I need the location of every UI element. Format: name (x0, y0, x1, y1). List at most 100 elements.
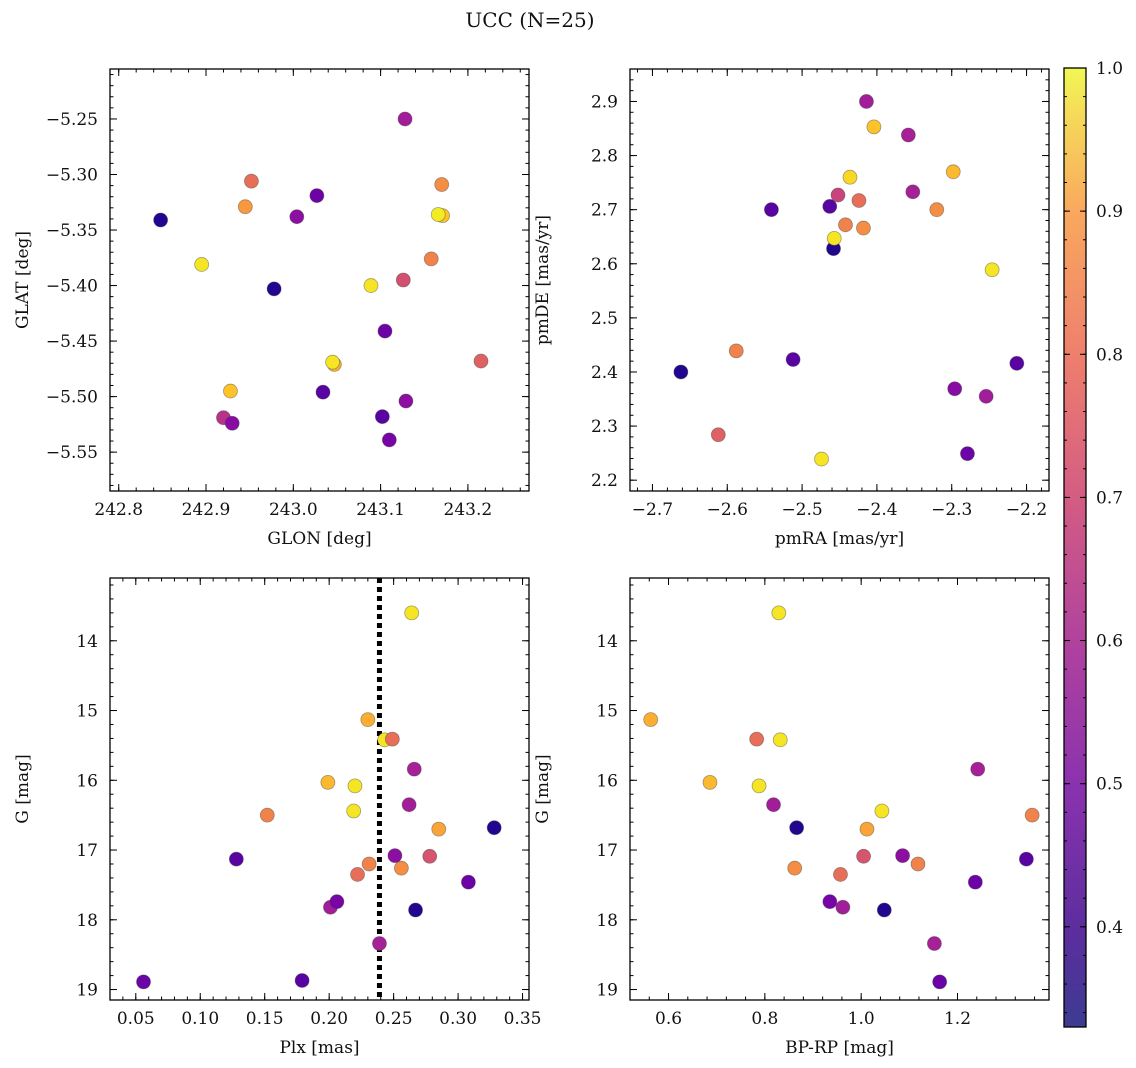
data-point (826, 230, 842, 246)
plot-frame (629, 577, 1050, 1001)
y-tick-label: 17 (76, 841, 98, 861)
x-tick-label: 0.8 (751, 1009, 778, 1029)
data-point (833, 867, 848, 882)
data-point (1009, 355, 1025, 371)
data-point (423, 251, 439, 267)
data-point (395, 272, 411, 288)
data-point (830, 187, 846, 203)
x-axis-label: GLON [deg] (267, 529, 371, 549)
data-point (874, 803, 890, 819)
y-axis-label: GLAT [deg] (13, 231, 33, 329)
plot-frame (109, 577, 530, 1001)
y-tick-label: −5.30 (46, 166, 98, 186)
y-tick-label: 19 (596, 981, 618, 1001)
data-point (822, 199, 838, 214)
y-tick-label: 2.6 (591, 255, 618, 275)
data-point (814, 451, 829, 467)
panel-pmra-pmde: −2.7 −2.6 −2.5 −2.4 −2.3 −2.2 2.2 2.3 2.4 2.5 2.6 2… (533, 68, 1050, 549)
data-point (749, 731, 765, 747)
data-point (728, 343, 744, 359)
y-tick-label: −5.35 (46, 221, 98, 241)
data-point (970, 761, 986, 777)
data-point (259, 807, 275, 823)
y-tick-label: 16 (596, 771, 618, 791)
data-point (859, 821, 875, 837)
colorbar-tick-label: 0.4 (1096, 918, 1123, 938)
y-tick-label: 18 (76, 911, 98, 931)
data-point (289, 209, 305, 225)
y-tick-label: 14 (76, 632, 98, 652)
x-axis-label: Plx [mas] (279, 1038, 359, 1058)
data-point (320, 774, 336, 790)
y-tick-label: 19 (76, 981, 98, 1001)
data-point (947, 381, 963, 397)
data-point (856, 220, 871, 236)
plot-frame (629, 68, 1050, 492)
data-point (404, 605, 420, 621)
data-point (978, 388, 994, 404)
x-tick-label: 0.30 (439, 1009, 477, 1029)
data-point (905, 184, 921, 200)
y-tick-label: 2.4 (591, 363, 618, 383)
data-point (377, 323, 393, 339)
data-point (960, 446, 975, 462)
data-point (785, 352, 801, 367)
data-point (223, 383, 238, 399)
y-tick-label: 2.7 (591, 201, 618, 221)
data-point (910, 856, 926, 872)
panel-plx-g: 0.05 0.10 0.15 0.20 0.25 0.30 0.35 14 15 16 17 18 19… (13, 577, 542, 1058)
data-point (822, 894, 838, 910)
colorbar-tick-label: 1.0 (1096, 59, 1123, 79)
data-point (787, 860, 803, 876)
y-axis-label: G [mag] (13, 754, 33, 823)
panel-glon-glat: 242.8 242.9 243.0 243.1 243.2 −5.25 −5.30 −5.35… (13, 68, 530, 549)
plot-frame (109, 68, 530, 492)
x-tick-label: −2.2 (1006, 500, 1047, 520)
y-tick-label: 18 (596, 911, 618, 931)
x-tick-label: 0.05 (117, 1009, 155, 1029)
data-point (876, 902, 892, 918)
x-tick-label: 0.25 (375, 1009, 413, 1029)
x-tick-label: −2.4 (856, 500, 897, 520)
colorbar-tick-label: 0.5 (1096, 775, 1123, 795)
colorbar-gradient (1063, 67, 1087, 1028)
data-point (401, 797, 417, 813)
data-point (851, 193, 867, 208)
data-point (387, 848, 403, 864)
data-point (224, 415, 240, 431)
data-point (461, 874, 476, 890)
data-point (486, 820, 502, 836)
y-tick-label: 2.9 (591, 92, 618, 112)
y-tick-label: 15 (76, 702, 98, 722)
data-point (766, 797, 781, 813)
data-point (194, 257, 210, 272)
x-axis-label: pmRA [mas/yr] (775, 529, 904, 549)
data-point (422, 848, 438, 864)
y-tick-label: −5.55 (46, 443, 98, 463)
data-point (393, 860, 409, 876)
x-tick-label: 0.35 (504, 1009, 542, 1029)
y-axis-label: G [mag] (533, 754, 553, 823)
data-point (926, 936, 942, 951)
y-tick-label: −5.40 (46, 277, 98, 297)
data-point (315, 384, 331, 400)
data-point (408, 902, 423, 918)
data-point (842, 169, 858, 185)
y-tick-label: 14 (596, 632, 618, 652)
data-point (772, 732, 788, 748)
x-axis-label: BP-RP [mag] (785, 1038, 894, 1058)
data-point (237, 199, 253, 215)
data-point (430, 207, 446, 222)
data-point (856, 848, 871, 864)
data-point (309, 188, 325, 204)
x-tick-label: −2.5 (781, 500, 822, 520)
y-tick-label: 2.8 (591, 147, 618, 167)
data-point (967, 874, 983, 890)
data-point (350, 867, 365, 882)
x-tick-label: 0.10 (181, 1009, 219, 1029)
data-point (984, 262, 1000, 278)
data-point (835, 899, 851, 915)
data-point (346, 803, 362, 819)
x-tick-label: 1.2 (944, 1009, 971, 1029)
data-point (397, 111, 413, 127)
